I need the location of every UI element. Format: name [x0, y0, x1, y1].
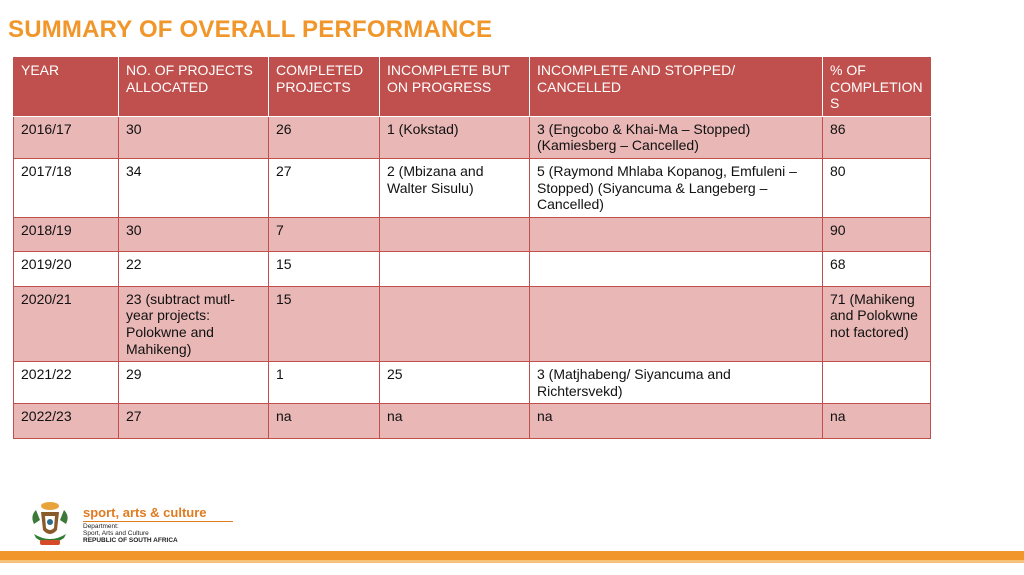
- cell-allocated: 30: [118, 216, 269, 252]
- table-row: 2022/23 27 na na na na: [13, 403, 931, 440]
- cell-year: 2019/20: [13, 250, 119, 287]
- table-row: 2020/21 23 (subtract mutl-year projects:…: [13, 285, 931, 363]
- cell-completed: na: [268, 403, 380, 440]
- cell-in-progress: [379, 250, 530, 287]
- cell-stopped: [529, 216, 823, 252]
- header-completed-projects: COMPLETED PROJECTS: [268, 57, 380, 117]
- cell-year: 2017/18: [13, 157, 119, 218]
- cell-in-progress: [379, 285, 530, 363]
- cell-stopped: na: [529, 403, 823, 440]
- table-row: 2016/17 30 26 1 (Kokstad) 3 (Engcobo & K…: [13, 115, 931, 159]
- slide-title: SUMMARY OF OVERALL PERFORMANCE: [8, 16, 493, 43]
- cell-allocated: 29: [118, 361, 269, 405]
- table-header-row: YEAR NO. OF PROJECTS ALLOCATED COMPLETED…: [13, 57, 931, 117]
- header-projects-allocated: NO. OF PROJECTS ALLOCATED: [118, 57, 269, 117]
- cell-percent: 86: [822, 115, 931, 159]
- table-row: 2017/18 34 27 2 (Mbizana and Walter Sisu…: [13, 157, 931, 218]
- header-percent-completion: % OF COMPLETIONS: [822, 57, 931, 117]
- cell-percent: 71 (Mahikeng and Polokwne not factored): [822, 285, 931, 363]
- header-incomplete-in-progress: INCOMPLETE BUT ON PROGRESS: [379, 57, 530, 117]
- performance-table: YEAR NO. OF PROJECTS ALLOCATED COMPLETED…: [13, 57, 931, 440]
- dept-label: Department:: [83, 523, 119, 530]
- cell-allocated: 27: [118, 403, 269, 440]
- cell-percent: 90: [822, 216, 931, 252]
- cell-allocated: 22: [118, 250, 269, 287]
- cell-in-progress: 25: [379, 361, 530, 405]
- table-row: 2019/20 22 15 68: [13, 250, 931, 287]
- cell-completed: 15: [268, 285, 380, 363]
- cell-completed: 27: [268, 157, 380, 218]
- footer-accent-band-light: [0, 560, 1024, 563]
- cell-stopped: [529, 285, 823, 363]
- header-year: YEAR: [13, 57, 119, 117]
- cell-percent: 68: [822, 250, 931, 287]
- header-incomplete-stopped: INCOMPLETE AND STOPPED/ CANCELLED: [529, 57, 823, 117]
- cell-in-progress: 2 (Mbizana and Walter Sisulu): [379, 157, 530, 218]
- cell-stopped: [529, 250, 823, 287]
- cell-stopped: 3 (Engcobo & Khai-Ma – Stopped) (Kamiesb…: [529, 115, 823, 159]
- cell-year: 2021/22: [13, 361, 119, 405]
- coat-of-arms-icon: [32, 502, 68, 545]
- cell-completed: 1: [268, 361, 380, 405]
- footer-accent-band: [0, 551, 1024, 560]
- cell-year: 2022/23: [13, 403, 119, 440]
- cell-completed: 26: [268, 115, 380, 159]
- cell-allocated: 30: [118, 115, 269, 159]
- cell-percent: na: [822, 403, 931, 440]
- cell-in-progress: na: [379, 403, 530, 440]
- cell-year: 2020/21: [13, 285, 119, 363]
- dept-name: Sport, Arts and Culture: [83, 530, 149, 538]
- cell-in-progress: 1 (Kokstad): [379, 115, 530, 159]
- cell-percent: [822, 361, 931, 405]
- brand-underline: [83, 521, 233, 522]
- cell-year: 2016/17: [13, 115, 119, 159]
- cell-stopped: 3 (Matjhabeng/ Siyancuma and Richtersvek…: [529, 361, 823, 405]
- cell-percent: 80: [822, 157, 931, 218]
- table-row: 2021/22 29 1 25 3 (Matjhabeng/ Siyancuma…: [13, 361, 931, 405]
- cell-allocated: 34: [118, 157, 269, 218]
- country-name: REPUBLIC OF SOUTH AFRICA: [83, 537, 178, 545]
- brand-name: sport, arts & culture: [83, 505, 207, 520]
- cell-completed: 7: [268, 216, 380, 252]
- cell-in-progress: [379, 216, 530, 252]
- department-text: Department: Sport, Arts and Culture REPU…: [83, 523, 178, 545]
- cell-year: 2018/19: [13, 216, 119, 252]
- department-logo: sport, arts & culture Department: Sport,…: [26, 500, 236, 548]
- cell-completed: 15: [268, 250, 380, 287]
- table-row: 2018/19 30 7 90: [13, 216, 931, 252]
- cell-allocated: 23 (subtract mutl-year projects: Polokwn…: [118, 285, 269, 363]
- cell-stopped: 5 (Raymond Mhlaba Kopanog, Emfuleni – St…: [529, 157, 823, 218]
